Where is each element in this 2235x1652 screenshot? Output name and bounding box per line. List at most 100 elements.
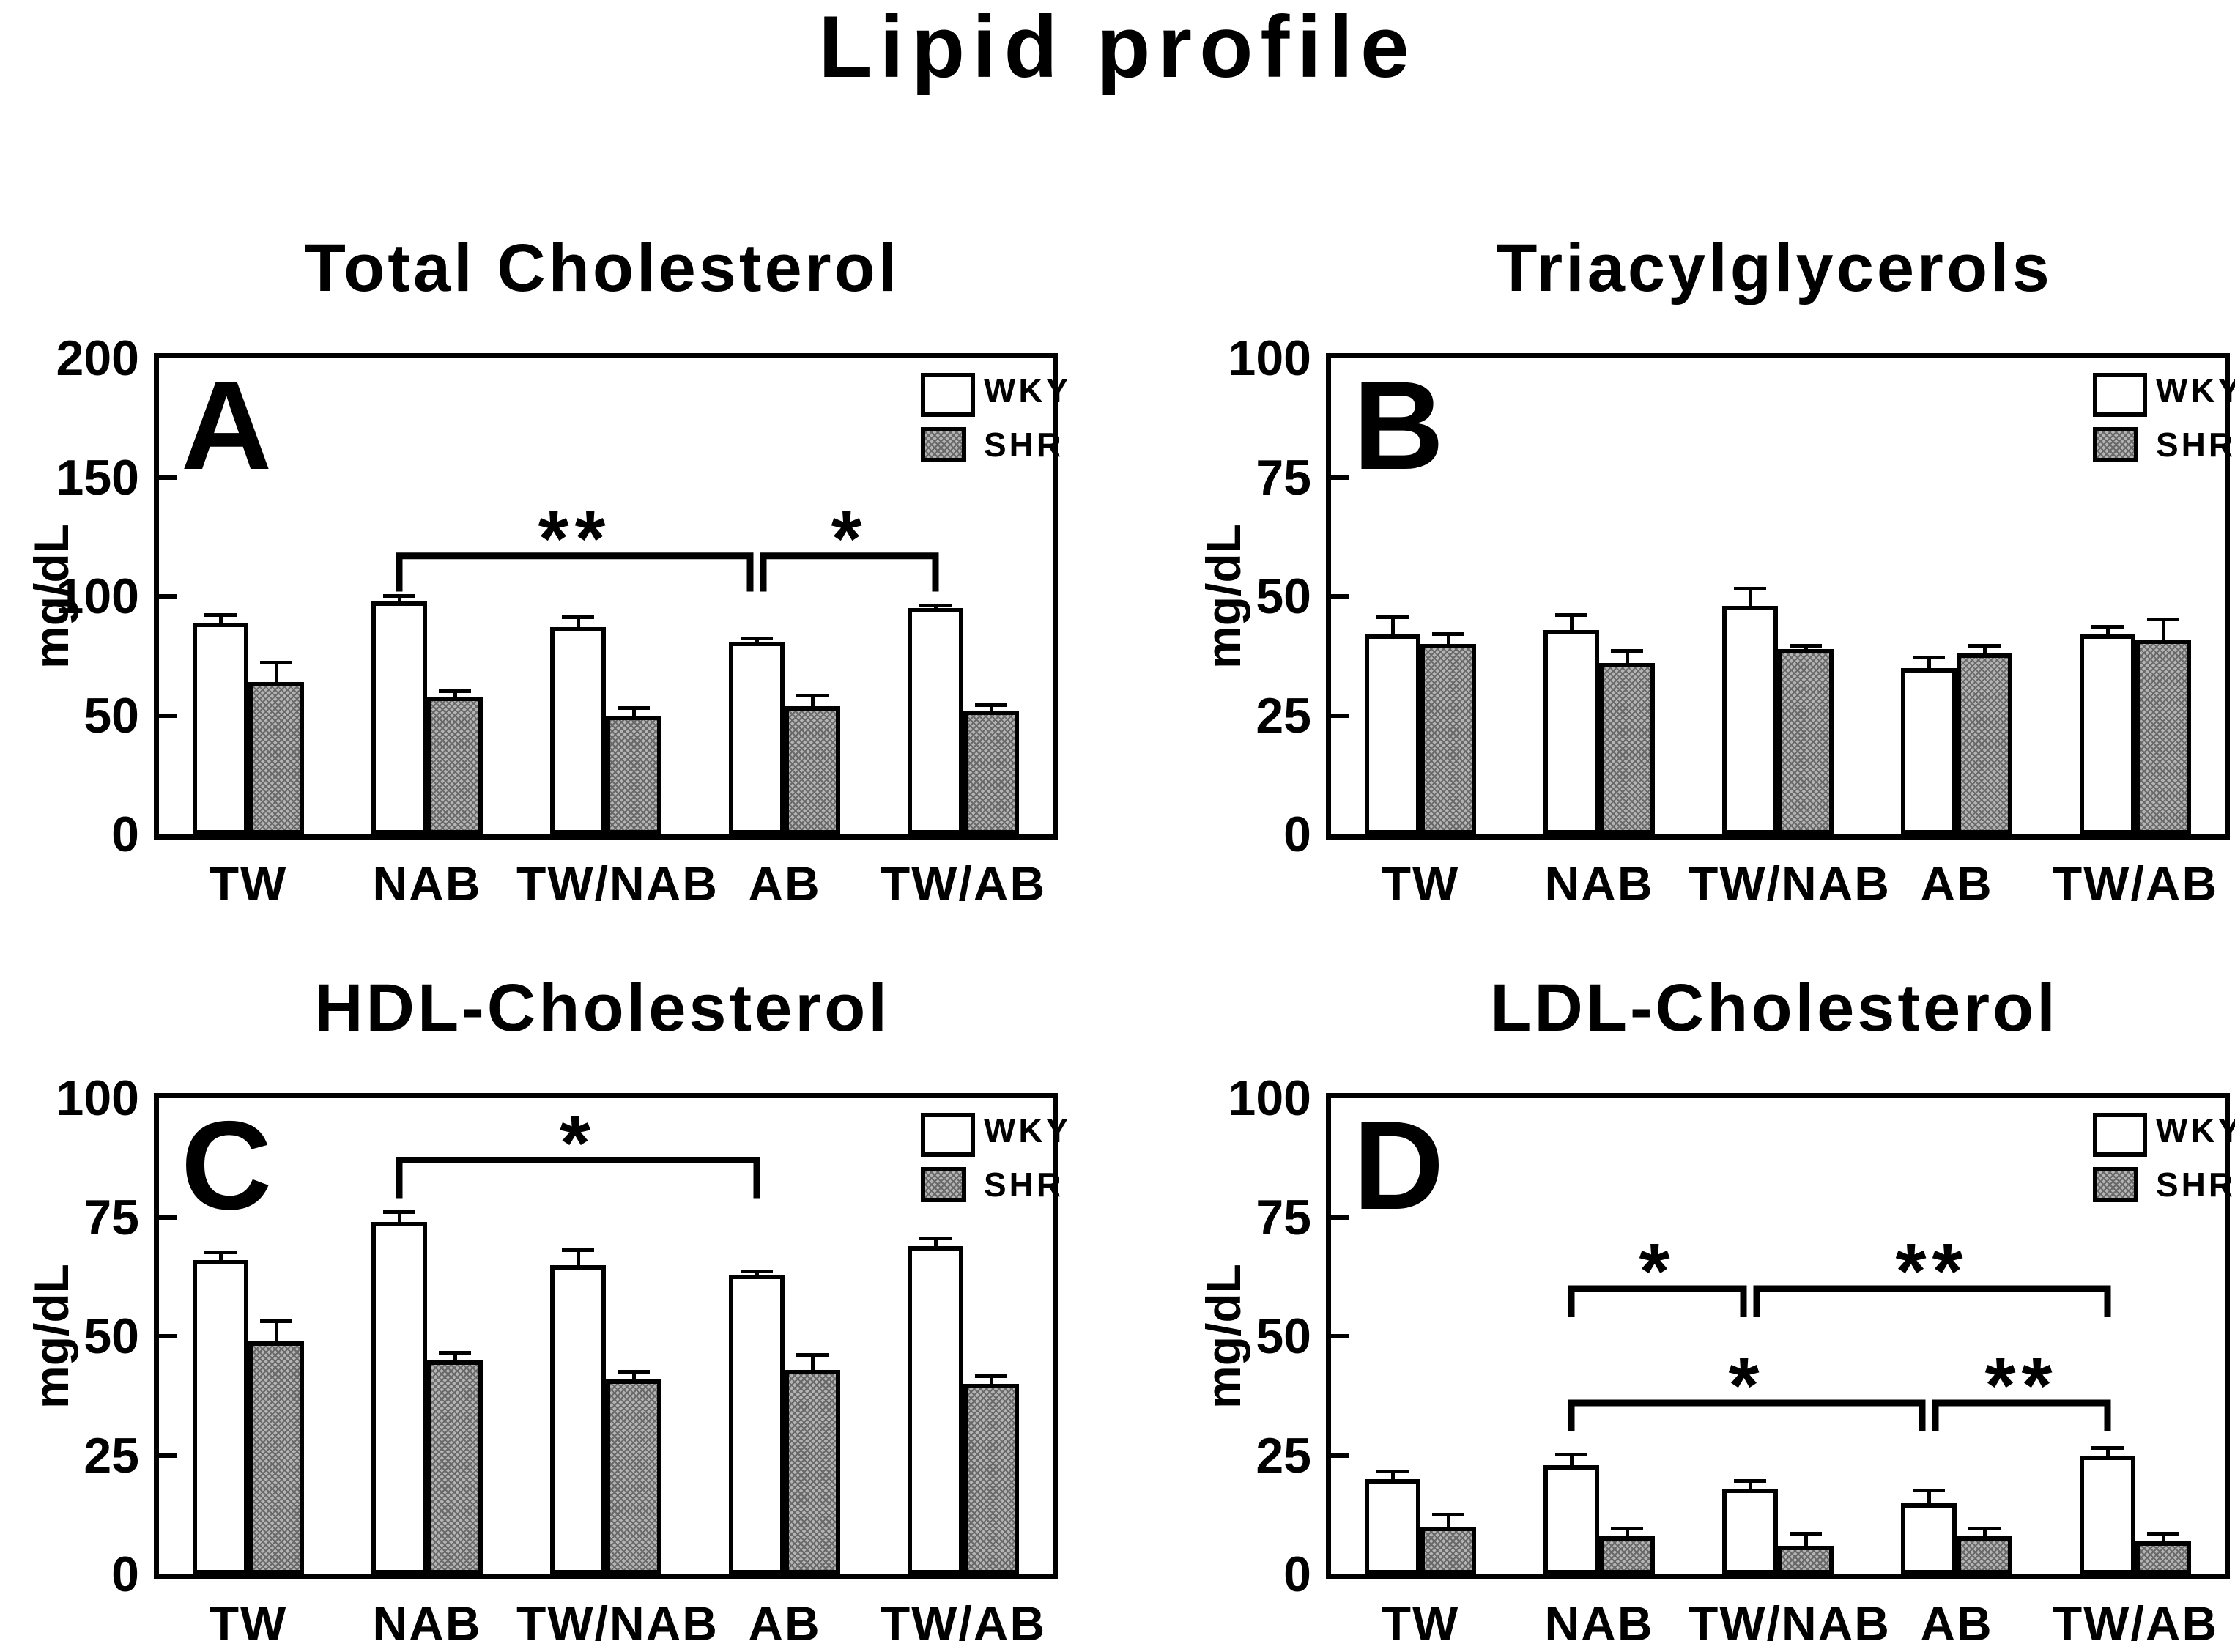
legend-swatch-shr bbox=[921, 1167, 966, 1202]
bar-shr-tw-nab bbox=[1778, 1546, 1834, 1574]
error-bar bbox=[1625, 648, 1629, 663]
bar-shr-nab bbox=[1599, 1536, 1655, 1574]
error-bar bbox=[1390, 1470, 1395, 1479]
bar-shr-nab bbox=[427, 1360, 483, 1574]
y-tick-label: 100 bbox=[1228, 330, 1311, 386]
bar-wky-nab bbox=[1543, 1464, 1599, 1574]
bar-shr-tw-ab bbox=[2135, 1541, 2191, 1574]
error-bar-cap bbox=[1611, 1527, 1643, 1530]
x-category-label-ab: AB bbox=[748, 856, 821, 911]
panel-title: Triacylglycerols bbox=[1496, 231, 2053, 305]
significance-label-nab-ab: ** bbox=[538, 493, 612, 582]
panel-letter: C bbox=[181, 1095, 273, 1236]
error-bar bbox=[810, 694, 815, 706]
bracket-nab-ab bbox=[396, 552, 754, 592]
y-tick-label: 25 bbox=[84, 1427, 139, 1484]
bar-shr-nab bbox=[427, 696, 483, 834]
significance-label-ab-tw-ab: ** bbox=[1984, 1341, 2058, 1429]
error-bar bbox=[576, 615, 580, 628]
error-bar bbox=[2161, 1531, 2165, 1541]
y-tick-label: 50 bbox=[84, 687, 139, 744]
y-tick-label: 75 bbox=[84, 1189, 139, 1245]
bar-wky-tw-ab bbox=[2080, 634, 2135, 834]
y-tick-mark bbox=[1331, 475, 1349, 480]
x-category-label-tw: TW bbox=[1381, 1596, 1460, 1651]
bar-shr-tw-nab bbox=[606, 1379, 661, 1574]
error-bar-cap bbox=[796, 1352, 829, 1357]
error-bar bbox=[989, 1374, 993, 1384]
error-bar bbox=[1625, 1527, 1629, 1536]
panel-hdl-cholesterol: HDL-Cholesterol mg/dL C WKY SHR * 0 25 50 75 1… bbox=[0, 952, 1070, 1652]
error-bar bbox=[1569, 612, 1574, 630]
error-bar bbox=[1927, 656, 1931, 668]
significance-label-tw-nab-tw-ab: ** bbox=[1895, 1226, 1969, 1315]
error-bar-cap bbox=[1968, 644, 2001, 648]
error-bar bbox=[274, 660, 278, 682]
figure-title: Lipid profile bbox=[818, 0, 1417, 96]
error-bar bbox=[274, 1319, 278, 1341]
plot-area: A WKY SHR ** * bbox=[154, 353, 1068, 840]
x-category-label-tw-ab: TW/AB bbox=[2052, 856, 2219, 911]
error-bar bbox=[1982, 644, 1987, 653]
bar-shr-tw bbox=[248, 1341, 304, 1574]
x-category-label-tw-ab: TW/AB bbox=[2052, 1596, 2219, 1651]
bar-shr-tw-ab bbox=[2135, 639, 2191, 834]
error-bar-cap bbox=[439, 1350, 471, 1355]
error-bar-cap bbox=[2147, 1531, 2179, 1536]
x-category-label-tw-nab: TW/NAB bbox=[1689, 856, 1891, 911]
bar-shr-tw bbox=[248, 682, 304, 834]
error-bar-cap bbox=[562, 615, 594, 619]
error-bar-cap bbox=[562, 1248, 594, 1252]
error-bar-cap bbox=[618, 705, 650, 710]
legend-label-shr: SHR bbox=[984, 1166, 1064, 1204]
error-bar-cap bbox=[2147, 618, 2179, 622]
error-bar bbox=[576, 1248, 580, 1265]
x-category-label-ab: AB bbox=[1920, 856, 1993, 911]
error-bar-cap bbox=[383, 1210, 415, 1214]
x-category-label-nab: NAB bbox=[372, 1596, 482, 1651]
error-bar-cap bbox=[1611, 648, 1643, 653]
error-bar-cap bbox=[1376, 1470, 1409, 1473]
legend-swatch-wky bbox=[2093, 1113, 2147, 1157]
significance-label-nab-ab: * bbox=[1728, 1341, 1765, 1429]
y-tick-label: 0 bbox=[1283, 807, 1311, 862]
bracket-nab-tw-nab bbox=[1568, 1285, 1747, 1317]
error-bar-cap bbox=[1555, 612, 1587, 617]
y-tick-label: 50 bbox=[1256, 1308, 1311, 1364]
x-category-label-tw-ab: TW/AB bbox=[880, 1596, 1047, 1651]
bar-wky-tw-nab bbox=[1722, 1489, 1778, 1574]
x-category-label-nab: NAB bbox=[1544, 1596, 1654, 1651]
y-tick-mark bbox=[1331, 1334, 1349, 1338]
plot-area: B WKY SHR bbox=[1326, 353, 2235, 840]
plot-area: D WKY SHR * ** * ** bbox=[1326, 1093, 2235, 1579]
error-bar-cap bbox=[1790, 1531, 1822, 1536]
y-tick-label: 0 bbox=[111, 1547, 139, 1602]
bracket-ab-tw-ab bbox=[1932, 1399, 2111, 1431]
legend-swatch-shr bbox=[2093, 1167, 2138, 1202]
bar-wky-tw-ab bbox=[2080, 1455, 2135, 1574]
bar-wky-tw bbox=[1365, 634, 1420, 834]
x-category-label-tw: TW bbox=[209, 1596, 288, 1651]
plot-area: C WKY SHR * bbox=[154, 1093, 1068, 1579]
y-tick-mark bbox=[159, 1453, 177, 1458]
bracket-nab-ab bbox=[1568, 1399, 1926, 1431]
y-tick-label: 100 bbox=[56, 568, 139, 624]
error-bar bbox=[631, 1369, 636, 1379]
y-tick-mark bbox=[1331, 1215, 1349, 1220]
error-bar bbox=[1982, 1527, 1987, 1536]
error-bar-cap bbox=[1734, 1479, 1766, 1483]
bar-wky-tw-nab bbox=[550, 627, 606, 834]
bar-wky-nab bbox=[1543, 629, 1599, 834]
significance-label-ab-tw-ab: * bbox=[831, 493, 868, 582]
error-bar bbox=[2105, 625, 2110, 634]
error-bar-cap bbox=[383, 593, 415, 598]
y-tick-mark bbox=[159, 1215, 177, 1220]
error-bar bbox=[1748, 587, 1752, 606]
panel-ldl-cholesterol: LDL-Cholesterol mg/dL D WKY SHR * ** * ** 0 25… bbox=[1172, 952, 2235, 1652]
bar-wky-nab bbox=[371, 1222, 427, 1574]
error-bar-cap bbox=[919, 603, 952, 607]
error-bar-cap bbox=[1376, 615, 1409, 619]
bracket-ab-tw-ab bbox=[760, 552, 939, 592]
bar-shr-nab bbox=[1599, 663, 1655, 834]
bar-wky-tw bbox=[193, 622, 248, 834]
